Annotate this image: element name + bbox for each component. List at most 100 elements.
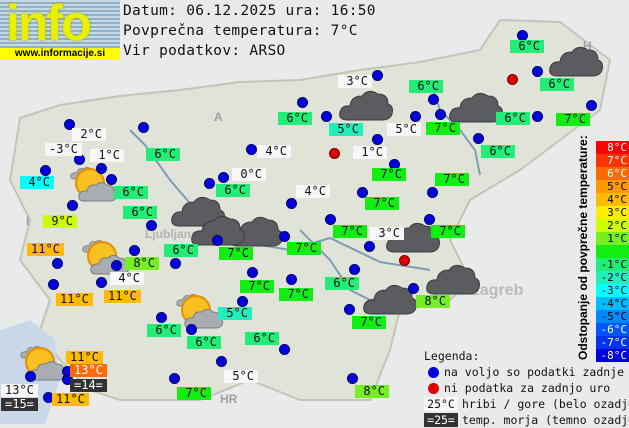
station-marker[interactable] <box>129 245 140 256</box>
date-time: Datum: 06.12.2025 ura: 16:50 <box>123 3 376 19</box>
station-temperature: 6°C <box>278 112 312 125</box>
station-marker[interactable] <box>170 258 181 269</box>
station-marker[interactable] <box>246 144 257 155</box>
station-temperature: 6°C <box>164 244 198 257</box>
station-temperature: 0°C <box>232 168 266 181</box>
station-temperature: 3°C <box>370 227 404 240</box>
scale-row: -7°C <box>596 336 629 349</box>
station-temperature: 11°C <box>52 393 89 406</box>
station-marker[interactable] <box>372 134 383 145</box>
station-marker[interactable] <box>204 178 215 189</box>
scale-row: 7°C <box>596 154 629 167</box>
logo[interactable]: info www.informacije.si <box>0 0 120 60</box>
station-marker[interactable] <box>321 111 332 122</box>
scale-row: -8°C <box>596 349 629 362</box>
station-temperature: 6°C <box>123 206 157 219</box>
data-source: Vir podatkov: ARSO <box>123 43 286 59</box>
station-marker[interactable] <box>64 119 75 130</box>
station-marker[interactable] <box>297 97 308 108</box>
scale-row: -3°C <box>596 284 629 297</box>
station-marker[interactable] <box>586 100 597 111</box>
station-marker-missing[interactable] <box>329 148 340 159</box>
station-marker[interactable] <box>52 258 63 269</box>
station-marker[interactable] <box>532 111 543 122</box>
station-marker[interactable] <box>156 312 167 323</box>
station-marker[interactable] <box>349 264 360 275</box>
station-temperature: =15= <box>1 398 38 411</box>
station-temperature: 7°C <box>279 288 313 301</box>
scale-row: -6°C <box>596 323 629 336</box>
station-marker[interactable] <box>138 122 149 133</box>
legend: Legenda: na voljo so podatki zadnje ure … <box>424 348 629 428</box>
station-marker[interactable] <box>286 198 297 209</box>
station-temperature: 6°C <box>114 186 148 199</box>
legend-sea: temp. morja (temno ozadje) <box>462 413 629 427</box>
station-marker[interactable] <box>408 283 419 294</box>
station-marker[interactable] <box>216 356 227 367</box>
station-temperature: 7°C <box>556 113 590 126</box>
legend-mountain-sample: 25°C <box>424 397 458 411</box>
station-temperature: 6°C <box>481 145 515 158</box>
station-temperature: 7°C <box>333 225 367 238</box>
station-marker[interactable] <box>186 324 197 335</box>
station-marker[interactable] <box>347 373 358 384</box>
scale-row: -4°C <box>596 297 629 310</box>
map-label-croatia: HR <box>220 392 238 406</box>
river <box>432 89 481 176</box>
partly-cloudy-icon <box>16 342 68 386</box>
station-temperature: 6°C <box>245 332 279 345</box>
station-marker[interactable] <box>106 174 117 185</box>
station-marker[interactable] <box>357 187 368 198</box>
cloud-icon <box>385 220 441 258</box>
station-marker[interactable] <box>279 344 290 355</box>
legend-missing: ni podatka za zadnjo uro <box>444 381 611 395</box>
station-marker-missing[interactable] <box>507 74 518 85</box>
station-missing-icon <box>428 382 439 394</box>
station-marker[interactable] <box>146 220 157 231</box>
station-marker-missing[interactable] <box>399 255 410 266</box>
map-label-italy: I <box>26 214 30 228</box>
station-marker[interactable] <box>237 296 248 307</box>
station-marker[interactable] <box>372 70 383 81</box>
station-temperature: 6°C <box>510 40 544 53</box>
station-marker[interactable] <box>532 66 543 77</box>
station-marker[interactable] <box>25 371 36 382</box>
station-marker[interactable] <box>48 279 59 290</box>
station-temperature: 8°C <box>355 385 389 398</box>
station-marker[interactable] <box>364 241 375 252</box>
station-temperature: 7°C <box>365 197 399 210</box>
station-marker[interactable] <box>286 274 297 285</box>
station-temperature: 6°C <box>496 112 530 125</box>
station-marker[interactable] <box>325 214 336 225</box>
station-marker[interactable] <box>67 200 78 211</box>
legend-sea-sample: =25= <box>424 413 458 427</box>
station-temperature: -3°C <box>45 143 82 156</box>
station-marker[interactable] <box>427 187 438 198</box>
station-marker[interactable] <box>410 111 421 122</box>
station-temperature: 7°C <box>431 225 465 238</box>
station-temperature: 6°C <box>146 148 180 161</box>
logo-url[interactable]: www.informacije.si <box>0 48 120 60</box>
station-temperature: 6°C <box>325 277 359 290</box>
station-marker[interactable] <box>473 133 484 144</box>
station-marker[interactable] <box>344 304 355 315</box>
station-marker[interactable] <box>96 277 107 288</box>
station-temperature: 8°C <box>416 295 450 308</box>
map-label-zagreb: Zagreb <box>470 282 524 299</box>
station-marker[interactable] <box>424 214 435 225</box>
station-marker[interactable] <box>96 163 107 174</box>
station-temperature: 5°C <box>218 307 252 320</box>
scale-row: 3°C <box>596 206 629 219</box>
station-marker[interactable] <box>218 172 229 183</box>
station-marker[interactable] <box>247 267 258 278</box>
station-marker[interactable] <box>111 260 122 271</box>
scale-row: 5°C <box>596 180 629 193</box>
station-marker[interactable] <box>169 373 180 384</box>
station-marker[interactable] <box>212 235 223 246</box>
station-marker[interactable] <box>435 109 446 120</box>
station-marker[interactable] <box>428 94 439 105</box>
scale-row: 8°C <box>596 141 629 154</box>
station-marker[interactable] <box>279 231 290 242</box>
cloud-icon <box>190 213 246 251</box>
station-marker[interactable] <box>40 165 51 176</box>
